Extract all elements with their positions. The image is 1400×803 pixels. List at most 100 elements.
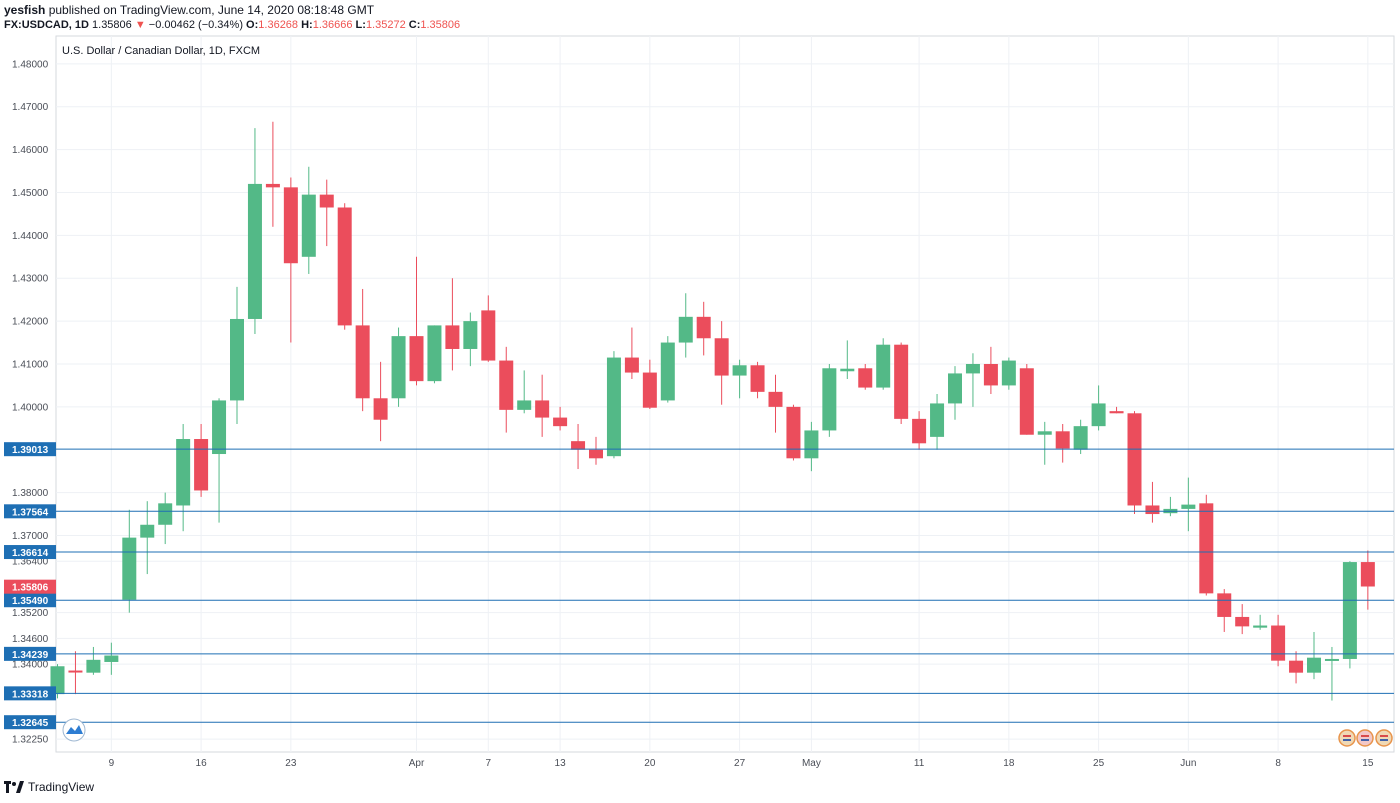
y-tick-label: 1.35200 — [12, 608, 49, 619]
x-tick-label: 20 — [644, 758, 656, 769]
candle-body — [1109, 411, 1124, 414]
candle-down — [265, 121, 280, 227]
y-tick-label: 1.47000 — [12, 102, 49, 113]
candle-body — [1217, 593, 1232, 617]
level-label-box — [4, 715, 56, 730]
level-label-box — [4, 504, 56, 519]
y-tick-label: 1.44000 — [12, 231, 49, 242]
candle-body — [1271, 625, 1286, 661]
candle-down — [1055, 424, 1070, 463]
candle-body — [1235, 616, 1250, 627]
candle-up — [948, 366, 962, 420]
candle-down — [571, 424, 586, 470]
candle-body — [1181, 504, 1196, 509]
candle-body — [194, 439, 209, 491]
x-tick-label: 11 — [914, 758, 925, 769]
candle-down — [445, 278, 460, 371]
level-label-text: 1.36614 — [12, 548, 49, 559]
y-tick-label: 1.38000 — [12, 488, 49, 499]
candle-up — [176, 424, 191, 532]
candle-body — [481, 310, 496, 361]
x-tick-label: 18 — [1003, 758, 1015, 769]
candle-down — [1271, 614, 1286, 667]
candle-up — [427, 325, 442, 384]
ticker-line: FX:USDCAD, 1D 1.35806 ▼ −0.00462 (−0.34%… — [4, 18, 460, 32]
y-tick-label: 1.45000 — [12, 188, 49, 199]
candle-down — [1019, 363, 1034, 435]
candle-body — [1001, 360, 1016, 386]
candle-up — [140, 501, 155, 575]
level-label-text: 1.33318 — [12, 689, 49, 700]
y-tick-label: 1.34600 — [12, 634, 49, 645]
candle-up — [965, 353, 980, 407]
x-tick-label: Apr — [409, 758, 425, 769]
candle-down — [589, 436, 603, 465]
y-tick-label: 1.48000 — [12, 59, 49, 70]
candle-body — [1037, 431, 1052, 435]
y-tick-label: 1.46000 — [12, 145, 49, 156]
candle-up — [930, 394, 945, 450]
candle-down — [68, 651, 83, 695]
candle-down — [983, 346, 998, 394]
candle-down — [481, 295, 496, 362]
candle-body — [678, 316, 693, 343]
candle-down — [373, 361, 388, 442]
candle-down — [1145, 481, 1160, 523]
candle-body — [822, 368, 837, 431]
candle-body — [140, 524, 155, 538]
candle-down — [409, 256, 424, 386]
level-label-text: 1.37564 — [12, 507, 49, 518]
candle-down — [1199, 494, 1214, 596]
publisher-name[interactable]: yesfish — [4, 3, 46, 17]
candlestick-chart[interactable]: 1.48000 1.47000 1.46000 1.45000 1.44000 1.430… — [0, 0, 1400, 780]
low-label: L: — [355, 19, 366, 31]
candle-up — [1181, 477, 1196, 532]
candle-up — [463, 312, 478, 367]
candle-body — [445, 325, 460, 349]
y-tick-label: 1.40000 — [12, 402, 49, 413]
close-label: C: — [408, 19, 421, 31]
candle-body — [624, 357, 639, 373]
down-arrow-icon: ▼ — [134, 19, 146, 31]
last-price-label-text: 1.35806 — [12, 583, 49, 594]
events-icon — [1338, 729, 1393, 747]
candle-body — [714, 338, 729, 376]
tradingview-logo-icon — [4, 780, 24, 794]
tradingview-watermark-icon — [62, 718, 86, 742]
candle-body — [840, 368, 855, 372]
candle-body — [1199, 503, 1214, 594]
x-tick-label: 25 — [1093, 758, 1105, 769]
candle-down — [194, 424, 209, 497]
candle-up — [301, 166, 316, 274]
candle-body — [1342, 562, 1357, 659]
candle-up — [86, 646, 101, 675]
candle-down — [714, 321, 729, 405]
candle-up — [230, 286, 244, 425]
candle-up — [1253, 614, 1268, 630]
candle-up — [122, 509, 137, 613]
price-change: −0.00462 (−0.34%) — [148, 19, 243, 31]
level-label-text: 1.35490 — [12, 596, 49, 607]
candle-body — [265, 183, 280, 188]
candle-body — [1307, 657, 1321, 673]
candle-body — [983, 363, 998, 386]
y-tick-label: 1.34000 — [12, 660, 49, 671]
candle-body — [768, 391, 783, 407]
x-tick-label: 27 — [734, 758, 746, 769]
candle-up — [732, 359, 747, 399]
candle-body — [68, 670, 83, 673]
level-label-text: 1.34239 — [12, 650, 49, 661]
candle-up — [391, 327, 406, 407]
last-price: 1.35806 — [92, 19, 132, 31]
candle-body — [894, 344, 909, 419]
candle-down — [768, 374, 783, 433]
candle-up — [606, 351, 621, 459]
y-tick-label: 1.41000 — [12, 359, 49, 370]
candle-up — [822, 363, 837, 437]
footer-brand[interactable]: TradingView — [28, 780, 95, 794]
candle-body — [391, 336, 406, 399]
candle-body — [247, 183, 262, 319]
candle-down — [319, 179, 334, 247]
candle-body — [409, 336, 424, 382]
x-tick-label: 15 — [1362, 758, 1374, 769]
